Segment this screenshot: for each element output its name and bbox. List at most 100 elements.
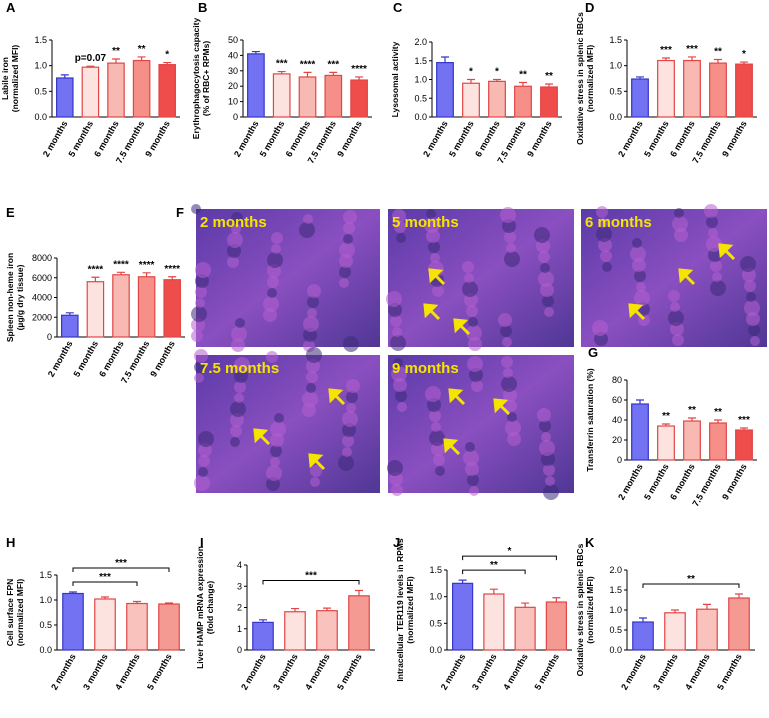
cell	[670, 302, 680, 312]
panel-label: B	[198, 0, 207, 15]
x-tick-label: 4 months	[113, 652, 142, 692]
y-axis-label: (normalized MFI)	[405, 576, 415, 644]
x-tick-label: 2 months	[616, 462, 645, 502]
cell	[740, 256, 756, 272]
cell	[338, 455, 354, 471]
y-axis-label: (% of RBC+ RPMs)	[201, 41, 211, 116]
significance: ****	[113, 259, 129, 270]
bar	[545, 601, 567, 651]
y-tick-label: 0.0	[429, 645, 442, 655]
cell	[390, 335, 406, 351]
cell	[502, 337, 512, 347]
cell	[668, 290, 680, 302]
cell	[194, 361, 206, 373]
cell	[271, 244, 281, 254]
y-axis-label: Lysosomal activity	[390, 41, 400, 117]
significance: **	[688, 405, 696, 416]
error-bar	[86, 65, 95, 68]
bar	[348, 595, 370, 651]
cell	[343, 210, 357, 224]
x-tick-label: 4 months	[501, 652, 530, 692]
y-tick-label: 20	[612, 435, 622, 445]
y-tick-label: 40	[612, 415, 622, 425]
significance: *	[742, 49, 746, 60]
x-tick-label: 6 months	[284, 119, 313, 159]
arrow	[453, 318, 471, 336]
bar	[324, 74, 343, 118]
y-tick-label: 0.0	[39, 645, 52, 655]
y-tick-label: 1.5	[414, 56, 427, 66]
cell	[498, 313, 512, 327]
x-tick-label: 5 months	[335, 652, 364, 692]
cell	[634, 290, 650, 306]
cell	[391, 366, 407, 382]
image-label: 2 months	[200, 214, 267, 231]
x-tick-label: 5 months	[447, 119, 476, 159]
arrow	[328, 388, 346, 406]
cell	[596, 226, 612, 242]
cell	[465, 442, 475, 452]
error-bar	[165, 602, 173, 604]
y-tick-label: 1.0	[34, 61, 47, 71]
error-bar	[662, 423, 670, 426]
x-tick-label: 2 months	[239, 652, 268, 692]
cell	[435, 466, 445, 476]
cell	[231, 212, 243, 224]
cell	[343, 336, 359, 352]
cell	[469, 486, 479, 496]
cell	[342, 447, 352, 457]
significance: *	[495, 67, 499, 78]
cell	[538, 271, 554, 287]
cell	[227, 232, 243, 248]
y-tick-label: 4	[237, 560, 242, 570]
cell	[267, 252, 283, 268]
x-tick-label: 5 months	[66, 119, 95, 159]
cell	[234, 381, 246, 393]
bar	[735, 429, 753, 461]
arrow	[718, 243, 736, 261]
y-tick-label: 0.5	[39, 620, 52, 630]
significance: **	[490, 560, 498, 571]
cell	[466, 325, 482, 341]
error-bar	[323, 607, 331, 611]
error-bar	[671, 609, 679, 613]
cell	[198, 467, 208, 477]
cell	[543, 464, 555, 476]
panel-label: A	[6, 0, 16, 15]
y-tick-label: 0	[233, 112, 238, 122]
cell	[342, 435, 354, 447]
significance: *	[508, 546, 512, 557]
error-bar	[489, 588, 498, 594]
panel-label: F	[176, 205, 184, 220]
bracket	[262, 580, 360, 585]
cell	[191, 306, 207, 322]
y-tick-label: 1.0	[414, 75, 427, 85]
error-bar	[355, 589, 363, 596]
significance: **	[519, 70, 527, 81]
cell	[395, 390, 407, 402]
panel-label: D	[585, 0, 594, 15]
error-bar	[277, 70, 286, 74]
cell	[462, 261, 474, 273]
cell	[310, 465, 322, 477]
y-tick-label: 0.5	[609, 625, 622, 635]
cell	[299, 222, 315, 238]
bar	[709, 62, 727, 118]
bar	[436, 62, 454, 118]
bar	[247, 53, 265, 118]
cell	[704, 204, 718, 218]
bar	[316, 610, 338, 651]
cell	[227, 256, 239, 268]
cell	[393, 358, 403, 368]
arrow	[308, 453, 326, 471]
arrow	[493, 398, 511, 416]
y-tick-label: 2	[237, 603, 242, 613]
cell	[505, 420, 521, 436]
cell	[303, 316, 319, 332]
y-tick-label: 8000	[32, 253, 52, 263]
error-bar	[688, 56, 696, 61]
cell	[712, 272, 722, 282]
x-tick-label: 6 months	[668, 119, 697, 159]
cell	[471, 380, 483, 392]
arrow	[628, 303, 646, 321]
